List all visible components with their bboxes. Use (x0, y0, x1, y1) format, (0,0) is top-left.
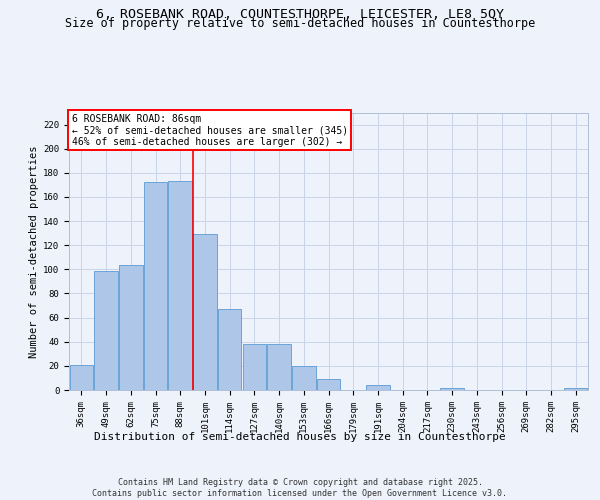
Bar (317, 379, 340, 390)
Text: 6 ROSEBANK ROAD: 86sqm
← 52% of semi-detached houses are smaller (345)
46% of se: 6 ROSEBANK ROAD: 86sqm ← 52% of semi-det… (71, 114, 348, 147)
Bar (564, 388, 587, 390)
Text: Contains HM Land Registry data © Crown copyright and database right 2025.
Contai: Contains HM Land Registry data © Crown c… (92, 478, 508, 498)
Bar (169, 182, 192, 390)
Text: Size of property relative to semi-detached houses in Countesthorpe: Size of property relative to semi-detach… (65, 18, 535, 30)
Bar (242, 344, 266, 390)
Bar (292, 366, 316, 390)
Bar (119, 264, 143, 390)
Bar (366, 385, 389, 390)
Bar (193, 234, 217, 390)
Text: 6, ROSEBANK ROAD, COUNTESTHORPE, LEICESTER, LE8 5QY: 6, ROSEBANK ROAD, COUNTESTHORPE, LEICEST… (96, 8, 504, 20)
Bar (218, 309, 241, 390)
Bar (94, 270, 118, 390)
Y-axis label: Number of semi-detached properties: Number of semi-detached properties (29, 145, 39, 358)
Bar (268, 344, 291, 390)
Bar (70, 364, 93, 390)
Text: Distribution of semi-detached houses by size in Countesthorpe: Distribution of semi-detached houses by … (94, 432, 506, 442)
Bar (144, 182, 167, 390)
Bar (440, 388, 464, 390)
